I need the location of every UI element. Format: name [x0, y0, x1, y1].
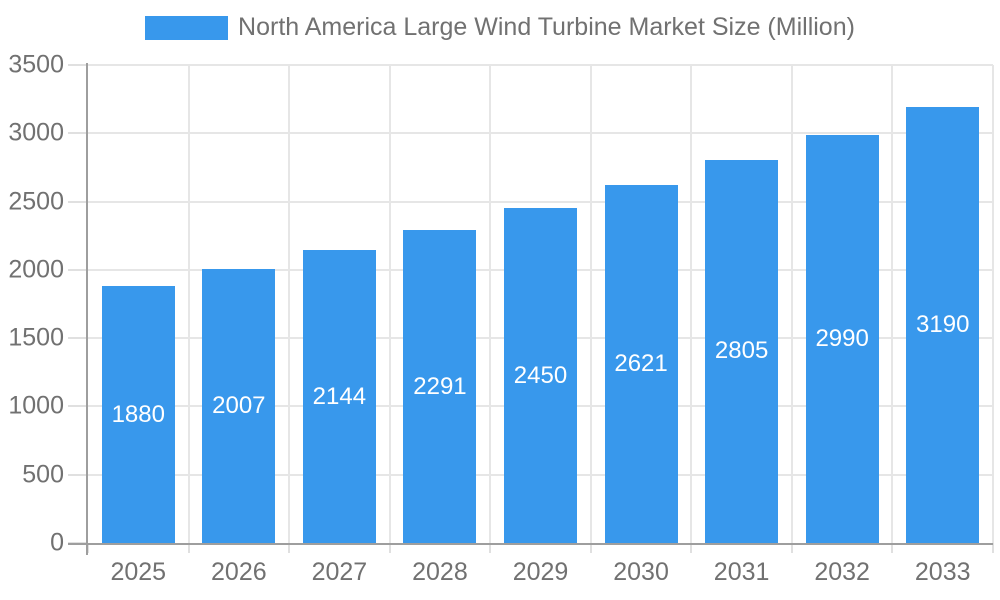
- y-axis-tick-label: 2500: [8, 187, 64, 216]
- gridline-horizontal: [88, 64, 993, 66]
- gridline-vertical: [992, 65, 994, 543]
- y-axis-tick-label: 0: [50, 528, 64, 557]
- x-axis-category-label: 2031: [713, 558, 770, 586]
- x-axis-category-label: 2033: [914, 558, 971, 586]
- x-axis-tick: [388, 543, 391, 553]
- y-axis-tick: [68, 132, 88, 135]
- x-axis-tick: [288, 543, 291, 553]
- gridline-vertical: [891, 65, 894, 543]
- gridline-horizontal: [88, 200, 993, 203]
- bar[interactable]: [705, 159, 779, 543]
- y-axis-tick: [68, 473, 88, 476]
- y-axis-tick-label: 3500: [8, 50, 64, 79]
- x-axis-category-label: 2025: [110, 558, 167, 586]
- bar[interactable]: [504, 208, 577, 543]
- x-axis-tick: [790, 543, 793, 553]
- y-axis-tick: [68, 64, 88, 66]
- y-axis-tick: [68, 268, 88, 271]
- gridline-vertical: [489, 65, 492, 543]
- y-axis-tick: [68, 405, 88, 408]
- y-axis-tick-label: 2000: [8, 255, 64, 284]
- x-axis-category-label: 2032: [814, 558, 870, 586]
- bar[interactable]: [101, 286, 175, 543]
- gridline-vertical: [690, 65, 693, 543]
- y-axis-tick-label: 500: [22, 460, 64, 489]
- gridline-vertical: [187, 65, 190, 543]
- bar[interactable]: [202, 268, 276, 543]
- bar[interactable]: [604, 185, 678, 543]
- x-axis-tick: [690, 543, 693, 553]
- x-axis-tick: [87, 543, 89, 553]
- legend-swatch-icon: [145, 15, 229, 40]
- x-axis-category-label: 2029: [512, 558, 569, 586]
- gridline-vertical: [388, 65, 391, 543]
- y-axis-tick-label: 1000: [8, 391, 64, 420]
- x-axis-tick: [589, 543, 592, 553]
- y-axis-tick: [68, 337, 88, 340]
- bar[interactable]: [805, 134, 879, 543]
- y-axis-line: [86, 63, 88, 555]
- gridline-vertical: [589, 65, 592, 543]
- x-axis-category-label: 2028: [412, 558, 468, 586]
- bar[interactable]: [906, 107, 980, 543]
- y-axis-tick: [68, 200, 88, 203]
- bar[interactable]: [403, 230, 477, 543]
- bar[interactable]: [302, 250, 376, 543]
- x-axis-tick: [992, 543, 994, 553]
- plot-area: 0 500 1000 1500 2000 2500 3000 3500 1880 2025 2007…: [8, 51, 994, 586]
- gridline-vertical: [288, 65, 291, 543]
- gridline-vertical: [790, 65, 793, 543]
- x-axis-line: [68, 543, 993, 545]
- x-axis-category-label: 2027: [311, 558, 368, 586]
- x-axis-tick: [891, 543, 894, 553]
- gridline-horizontal: [88, 132, 993, 135]
- x-axis-tick: [489, 543, 492, 553]
- x-axis-category-label: 2026: [211, 558, 267, 586]
- y-axis-tick-label: 3000: [8, 118, 64, 147]
- legend[interactable]: North America Large Wind Turbine Market …: [0, 13, 1000, 42]
- legend-label: North America Large Wind Turbine Market …: [238, 13, 855, 41]
- x-axis-category-label: 2030: [613, 558, 669, 586]
- x-axis-tick: [187, 543, 190, 553]
- y-axis-tick-label: 1500: [8, 323, 64, 352]
